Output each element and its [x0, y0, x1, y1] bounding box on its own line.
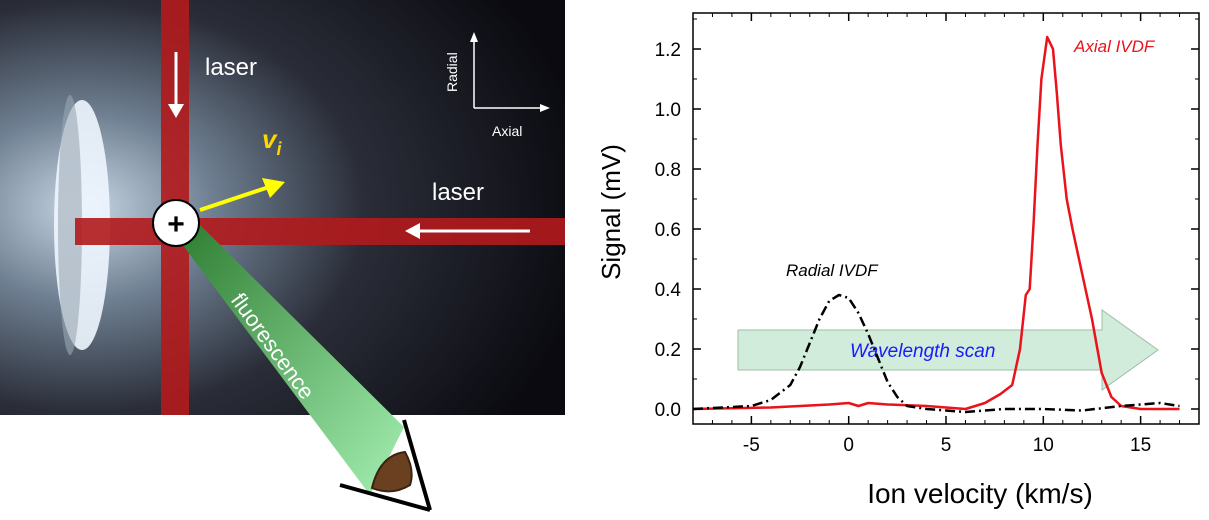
y-tick-label: 0.0: [655, 400, 681, 421]
wavelength-scan-label: Wavelength scan: [850, 341, 995, 362]
coordinate-axes: [470, 32, 550, 112]
y-axis-label: Signal (mV): [596, 144, 626, 280]
schematic-svg: laser laser fluorescence + vi Radial Axi…: [0, 0, 565, 512]
laser-right-label: laser: [432, 179, 484, 206]
y-tick-label: 0.2: [655, 340, 681, 361]
y-tick-label: 0.6: [655, 220, 681, 241]
series-line-radial-ivdf: [692, 293, 1180, 414]
x-tick-label: 0: [843, 435, 854, 456]
y-tick-label: 1.2: [655, 40, 681, 61]
plus-symbol: +: [167, 208, 185, 241]
axis-radial-label: Radial: [444, 52, 460, 92]
eye-icon: [339, 419, 432, 512]
axial-ivdf-annotation: Axial IVDF: [1073, 37, 1156, 56]
x-tick-label: 5: [941, 435, 952, 456]
measurement-point: [152, 199, 200, 247]
axes-layer: -5 0 5 10 15 0.0 0.2 0.4 0.6 0.8 1.0 1.2: [655, 12, 1200, 456]
laser-top-label: laser: [205, 54, 257, 81]
ivdf-chart: Wavelength scan -5 0 5 10 15 0.0 0.2 0.4 0.6 0.8 1…: [580, 0, 1209, 515]
y-tick-label: 1.0: [655, 100, 681, 121]
velocity-label: vi: [262, 124, 282, 159]
velocity-arrow: [199, 184, 273, 212]
x-tick-label: 15: [1130, 435, 1151, 456]
fluorescence-cone: [176, 225, 404, 495]
x-tick-label: -5: [743, 435, 760, 456]
y-tick-label: 0.4: [655, 280, 682, 301]
y-tick-label: 0.8: [655, 160, 681, 181]
series-line-axial-ivdf: [692, 35, 1180, 411]
experiment-schematic: laser laser fluorescence + vi Radial Axi…: [0, 0, 600, 515]
x-tick-label: 10: [1033, 435, 1054, 456]
x-axis-label: Ion velocity (km/s): [867, 478, 1093, 509]
chart-svg: Wavelength scan -5 0 5 10 15 0.0 0.2 0.4 0.6 0.8 1…: [596, 12, 1200, 509]
series-layer: [692, 35, 1180, 414]
radial-ivdf-annotation: Radial IVDF: [786, 261, 879, 280]
axis-axial-label: Axial: [492, 123, 522, 139]
